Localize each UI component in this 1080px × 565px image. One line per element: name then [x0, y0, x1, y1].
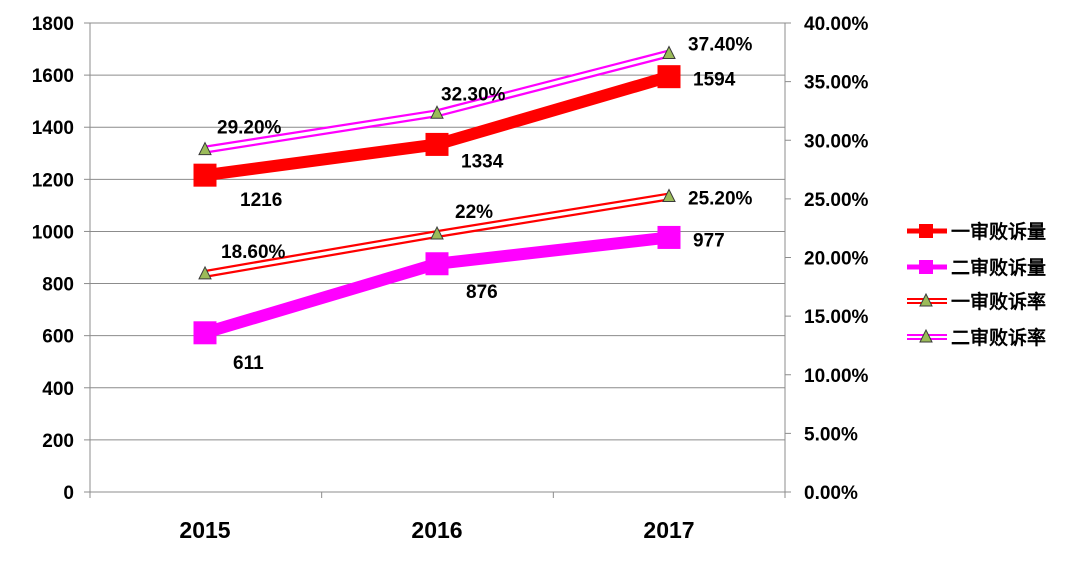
legend-marker	[919, 292, 933, 307]
data-point	[193, 321, 217, 345]
left-tick-label: 1600	[32, 66, 74, 87]
data-label: 25.20%	[688, 189, 753, 210]
left-tick-label: 600	[42, 327, 74, 348]
legend-marker	[919, 328, 933, 343]
right-tick-label: 15.00%	[804, 307, 869, 328]
data-label: 1216	[240, 190, 282, 211]
data-label: 37.40%	[688, 34, 753, 55]
legend-label: 一审败诉量	[951, 220, 1046, 243]
data-label: 22%	[455, 202, 493, 223]
right-tick-label: 20.00%	[804, 249, 869, 270]
data-point	[662, 45, 676, 59]
axes: 0 200 400 600 800 1000 1200 1400 1600 1800 0.00% 5.…	[32, 14, 869, 543]
left-tick-label: 1200	[32, 170, 74, 191]
data-label: 32.30%	[441, 84, 506, 105]
x-tick-label: 2015	[179, 517, 230, 543]
data-point	[425, 132, 449, 156]
right-tick-label: 25.00%	[804, 190, 869, 211]
data-point	[657, 65, 681, 89]
data-label: 1594	[693, 70, 736, 91]
right-tick-label: 30.00%	[804, 131, 869, 152]
left-tick-label: 800	[42, 275, 74, 296]
series-layer	[193, 45, 681, 345]
left-tick-label: 1000	[32, 222, 74, 243]
data-label: 18.60%	[221, 242, 286, 263]
data-point	[425, 252, 449, 276]
data-point	[198, 265, 212, 280]
left-tick-label: 400	[42, 379, 74, 400]
right-tick-label: 5.00%	[804, 424, 858, 445]
legend-label: 一审败诉率	[951, 290, 1046, 313]
data-point	[430, 105, 444, 119]
data-label: 876	[466, 282, 498, 303]
left-tick-label: 1800	[32, 14, 74, 35]
left-tick-label: 0	[63, 483, 74, 504]
right-tick-label: 40.00%	[804, 14, 869, 35]
data-label: 29.20%	[217, 118, 282, 139]
left-tick-label: 200	[42, 431, 74, 452]
data-label: 1334	[461, 151, 504, 172]
x-tick-label: 2017	[643, 517, 694, 543]
data-point	[430, 225, 444, 240]
data-label: 611	[233, 353, 264, 374]
legend-label: 二审败诉率	[951, 326, 1046, 349]
right-tick-label: 0.00%	[804, 483, 858, 504]
data-point	[193, 163, 217, 187]
legend-marker	[919, 224, 933, 238]
data-point	[662, 188, 676, 203]
data-labels: 1216 1334 1594 611 876 977 18.60% 22% 25.20% 29.2…	[217, 34, 753, 373]
data-label: 977	[693, 230, 725, 251]
legend-marker	[919, 260, 933, 274]
legend-label: 二审败诉量	[951, 256, 1046, 279]
data-point	[657, 225, 681, 249]
x-tick-label: 2016	[411, 517, 462, 543]
left-tick-label: 1400	[32, 118, 74, 139]
data-point	[198, 141, 212, 156]
right-tick-label: 35.00%	[804, 73, 869, 94]
right-tick-label: 10.00%	[804, 366, 869, 387]
